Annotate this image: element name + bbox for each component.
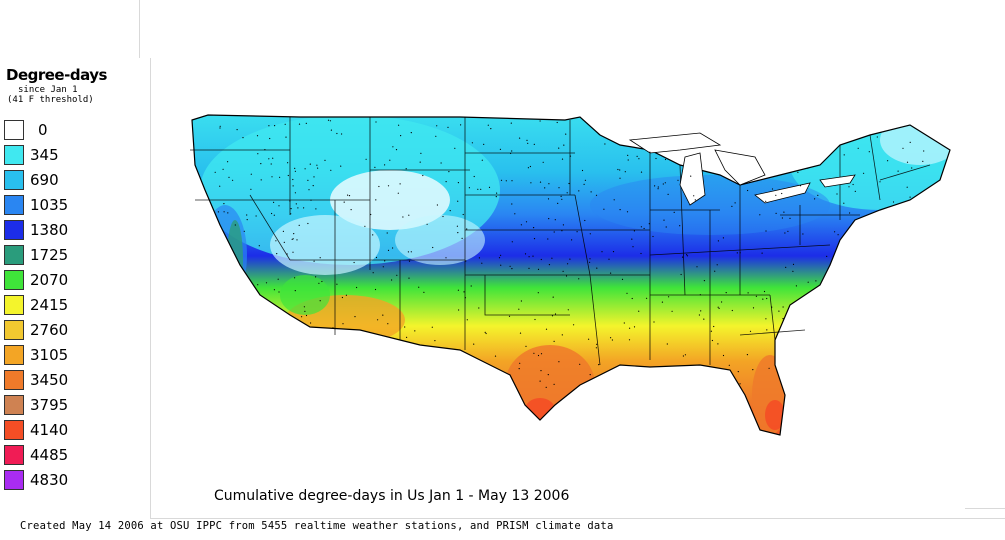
legend-label: 4830 bbox=[30, 471, 69, 489]
frame-line-right-tick bbox=[965, 508, 1005, 509]
legend-swatch bbox=[4, 395, 24, 415]
legend-swatch bbox=[4, 245, 24, 265]
state-boundaries bbox=[190, 117, 931, 366]
frame-line-top-divider bbox=[139, 0, 140, 58]
legend-label: 690 bbox=[30, 171, 59, 189]
legend-swatch bbox=[4, 270, 24, 290]
legend-subtitle-2: (41 F threshold) bbox=[7, 95, 94, 105]
legend-swatch bbox=[4, 445, 24, 465]
legend-swatch bbox=[4, 420, 24, 440]
legend-label: 2760 bbox=[30, 321, 69, 339]
legend-label: 2070 bbox=[30, 271, 69, 289]
legend-label: 2415 bbox=[30, 296, 69, 314]
legend-label: 1380 bbox=[30, 221, 69, 239]
legend-label: 1725 bbox=[30, 246, 69, 264]
legend-label: 1035 bbox=[30, 196, 69, 214]
legend-subtitle-1: since Jan 1 bbox=[18, 85, 78, 95]
legend-label: 3795 bbox=[30, 396, 69, 414]
legend-label: 345 bbox=[30, 146, 59, 164]
footer-credit: Created May 14 2006 at OSU IPPC from 545… bbox=[20, 520, 614, 532]
frame-line-bottom bbox=[150, 518, 1005, 519]
legend-swatch bbox=[4, 170, 24, 190]
great-lakes bbox=[628, 132, 856, 206]
legend-swatch bbox=[4, 295, 24, 315]
legend-swatch bbox=[4, 195, 24, 215]
legend-swatch bbox=[4, 145, 24, 165]
map-caption: Cumulative degree-days in Us Jan 1 - May… bbox=[214, 488, 570, 504]
legend-label: 3105 bbox=[30, 346, 69, 364]
legend-swatch bbox=[4, 370, 24, 390]
legend-label: 0 bbox=[38, 121, 48, 139]
legend-swatch bbox=[4, 220, 24, 240]
legend-swatch bbox=[4, 470, 24, 490]
legend-label: 4485 bbox=[30, 446, 69, 464]
legend-swatch bbox=[4, 320, 24, 340]
legend-label: 3450 bbox=[30, 371, 69, 389]
legend-title: Degree-days bbox=[6, 66, 107, 84]
legend-swatch bbox=[4, 345, 24, 365]
us-outline bbox=[191, 114, 951, 436]
legend-label: 4140 bbox=[30, 421, 69, 439]
us-degree-days-map bbox=[190, 114, 951, 436]
legend-swatch bbox=[4, 120, 24, 140]
frame-line-legend-right bbox=[150, 58, 151, 518]
legend-panel: Degree-days since Jan 1 (41 F threshold)… bbox=[0, 58, 150, 518]
